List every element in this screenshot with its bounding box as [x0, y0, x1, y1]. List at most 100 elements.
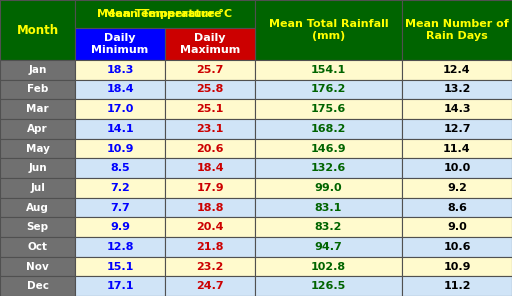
Text: Dec: Dec [27, 281, 49, 291]
Bar [165, 237, 255, 257]
Text: 18.4: 18.4 [196, 163, 224, 173]
Bar [255, 217, 402, 237]
Bar [75, 237, 165, 257]
Bar [255, 99, 402, 119]
Text: Nov: Nov [26, 261, 49, 271]
Text: Apr: Apr [27, 124, 48, 134]
Bar [165, 217, 255, 237]
Bar [402, 99, 512, 119]
Bar [75, 178, 165, 198]
Bar [402, 0, 512, 60]
Text: Jul: Jul [30, 183, 45, 193]
Text: Month: Month [16, 23, 58, 36]
Text: 25.8: 25.8 [196, 84, 224, 94]
Bar [255, 257, 402, 276]
Text: 21.8: 21.8 [196, 242, 224, 252]
Text: 9.9: 9.9 [110, 222, 130, 232]
Bar [75, 0, 255, 28]
Bar [255, 80, 402, 99]
Text: 20.6: 20.6 [196, 144, 224, 154]
Text: 126.5: 126.5 [311, 281, 346, 291]
Text: 9.0: 9.0 [447, 222, 467, 232]
Text: 17.1: 17.1 [106, 281, 134, 291]
Bar [255, 178, 402, 198]
Bar [75, 257, 165, 276]
Text: 94.7: 94.7 [315, 242, 343, 252]
Bar [0, 60, 75, 80]
Bar [165, 99, 255, 119]
Text: Sep: Sep [27, 222, 49, 232]
Bar [255, 119, 402, 139]
Bar [165, 276, 255, 296]
Text: 12.8: 12.8 [106, 242, 134, 252]
Text: 8.6: 8.6 [447, 202, 467, 213]
Bar [75, 276, 165, 296]
Text: 11.2: 11.2 [443, 281, 471, 291]
Text: Daily
Maximum: Daily Maximum [180, 33, 240, 55]
Bar [255, 0, 402, 60]
Text: 175.6: 175.6 [311, 104, 346, 114]
Text: 99.0: 99.0 [315, 183, 343, 193]
Bar [402, 257, 512, 276]
Text: Aug: Aug [26, 202, 49, 213]
Text: 12.4: 12.4 [443, 65, 471, 75]
Text: Daily
Minimum: Daily Minimum [91, 33, 148, 55]
Text: Feb: Feb [27, 84, 48, 94]
Text: 14.3: 14.3 [443, 104, 471, 114]
Bar [402, 119, 512, 139]
Bar [75, 80, 165, 99]
Bar [0, 178, 75, 198]
Bar [165, 119, 255, 139]
Bar [255, 158, 402, 178]
Bar [0, 139, 75, 158]
Bar [402, 276, 512, 296]
Text: 8.5: 8.5 [110, 163, 130, 173]
Text: Mean Temperature: Mean Temperature [104, 9, 226, 19]
Bar [75, 217, 165, 237]
Bar [165, 28, 255, 60]
Text: 12.7: 12.7 [443, 124, 471, 134]
Text: 10.6: 10.6 [443, 242, 471, 252]
Bar [402, 60, 512, 80]
Bar [165, 139, 255, 158]
Bar [255, 237, 402, 257]
Bar [402, 198, 512, 217]
Text: Oct: Oct [28, 242, 48, 252]
Text: 10.0: 10.0 [443, 163, 471, 173]
Bar [402, 237, 512, 257]
Bar [165, 158, 255, 178]
Bar [0, 276, 75, 296]
Text: 10.9: 10.9 [443, 261, 471, 271]
Bar [0, 80, 75, 99]
Bar [75, 28, 165, 60]
Text: 25.1: 25.1 [196, 104, 224, 114]
Text: 18.3: 18.3 [106, 65, 134, 75]
Text: Jun: Jun [28, 163, 47, 173]
Text: 154.1: 154.1 [311, 65, 346, 75]
Text: Mar: Mar [26, 104, 49, 114]
Bar [402, 80, 512, 99]
Bar [255, 198, 402, 217]
Text: 23.2: 23.2 [196, 261, 224, 271]
Text: 20.4: 20.4 [196, 222, 224, 232]
Text: 23.1: 23.1 [196, 124, 224, 134]
Bar [165, 80, 255, 99]
Bar [402, 158, 512, 178]
Bar [0, 0, 75, 60]
Text: 17.0: 17.0 [106, 104, 134, 114]
Bar [75, 198, 165, 217]
Text: 13.2: 13.2 [443, 84, 471, 94]
Text: 11.4: 11.4 [443, 144, 471, 154]
Text: 7.2: 7.2 [110, 183, 130, 193]
Text: 176.2: 176.2 [311, 84, 346, 94]
Bar [165, 257, 255, 276]
Bar [0, 257, 75, 276]
Text: 10.9: 10.9 [106, 144, 134, 154]
Bar [402, 178, 512, 198]
Text: 146.9: 146.9 [311, 144, 346, 154]
Text: 15.1: 15.1 [106, 261, 134, 271]
Text: 25.7: 25.7 [196, 65, 224, 75]
Text: 17.9: 17.9 [196, 183, 224, 193]
Text: Mean Total Rainfall
(mm): Mean Total Rainfall (mm) [269, 19, 388, 41]
Bar [255, 276, 402, 296]
